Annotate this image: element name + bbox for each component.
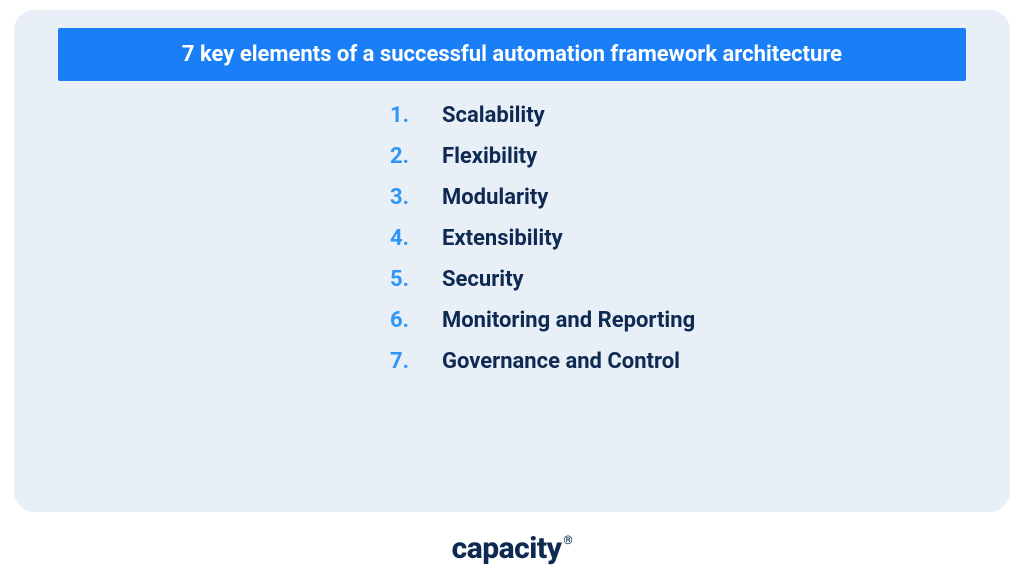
list-item-label: Flexibility [442, 144, 537, 169]
list-item-label: Scalability [442, 103, 545, 128]
registered-icon: ® [563, 533, 572, 547]
list-item-number: 4. [390, 226, 442, 251]
info-card: 7 key elements of a successful automatio… [14, 10, 1010, 512]
list-item-number: 1. [390, 103, 442, 128]
list-item: 1.Scalability [390, 103, 1010, 128]
list-item-number: 5. [390, 267, 442, 292]
list-item: 2.Flexibility [390, 144, 1010, 169]
list-item-number: 6. [390, 308, 442, 333]
title-text: 7 key elements of a successful automatio… [182, 42, 842, 67]
list-item: 3.Modularity [390, 185, 1010, 210]
list-item-number: 3. [390, 185, 442, 210]
list-item: 7.Governance and Control [390, 349, 1010, 374]
title-bar: 7 key elements of a successful automatio… [58, 28, 966, 81]
list-item-label: Monitoring and Reporting [442, 308, 695, 333]
list-item: 5.Security [390, 267, 1010, 292]
elements-list: 1.Scalability2.Flexibility3.Modularity4.… [390, 103, 1010, 374]
footer: capacity ® [0, 531, 1024, 566]
list-item-label: Extensibility [442, 226, 563, 251]
list-item-number: 2. [390, 144, 442, 169]
list-item: 6.Monitoring and Reporting [390, 308, 1010, 333]
list-item-number: 7. [390, 349, 442, 374]
brand-logo: capacity ® [452, 531, 573, 566]
brand-name: capacity [452, 531, 562, 566]
list-item-label: Modularity [442, 185, 548, 210]
list-item-label: Governance and Control [442, 349, 680, 374]
list-item: 4.Extensibility [390, 226, 1010, 251]
list-item-label: Security [442, 267, 524, 292]
